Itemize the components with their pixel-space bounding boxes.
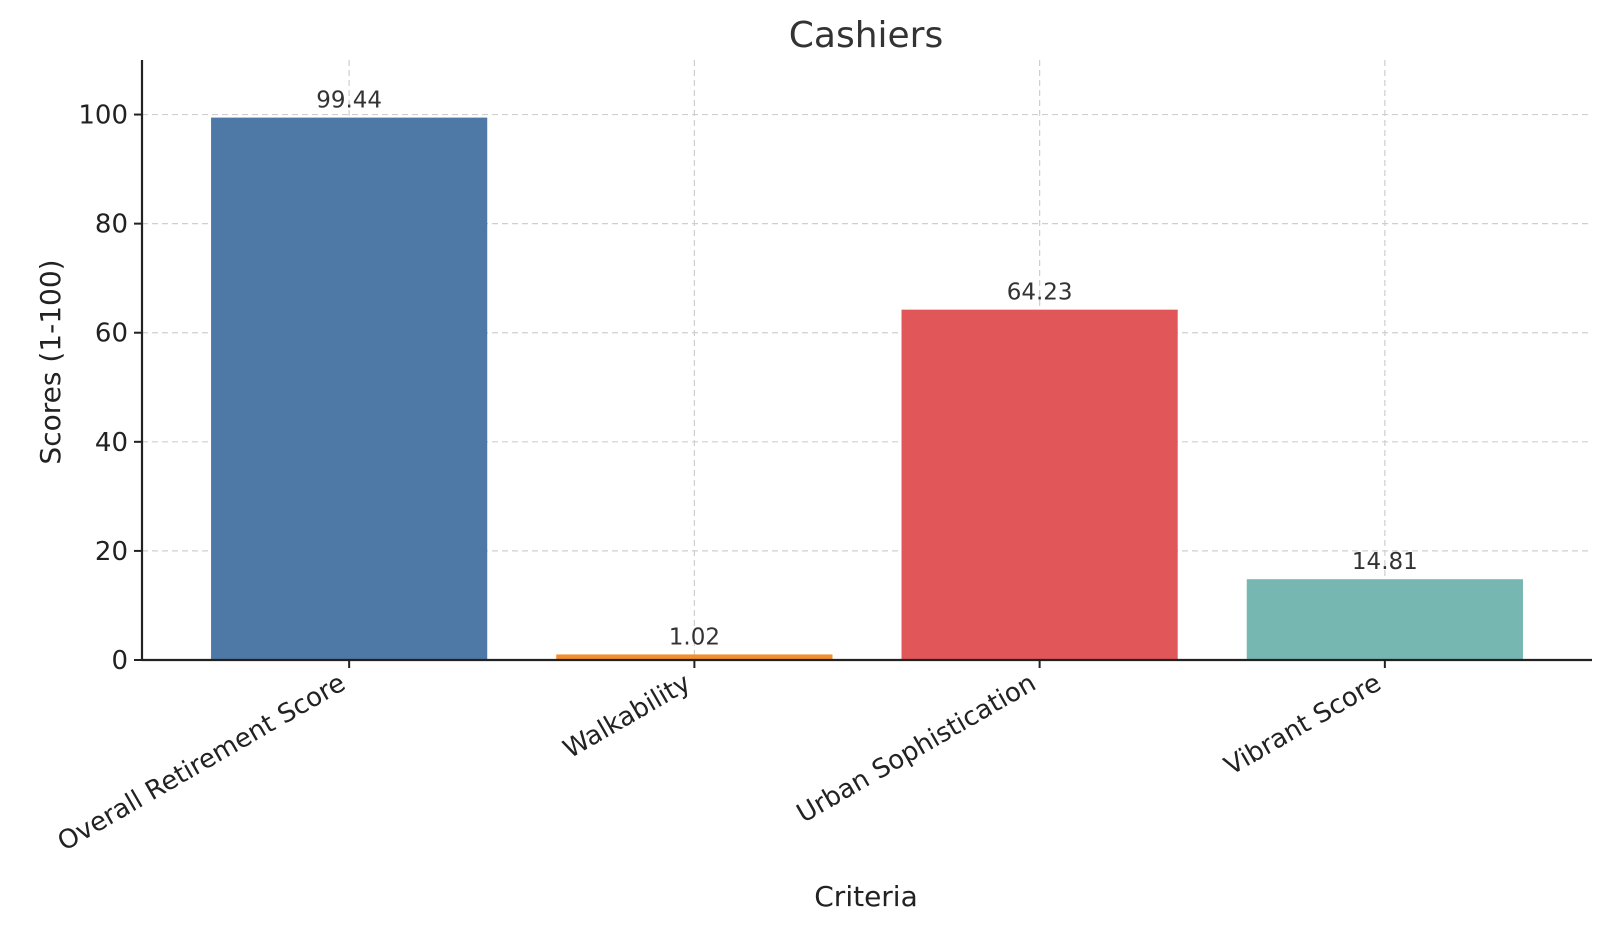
- y-tick-label: 60: [95, 319, 128, 349]
- y-tick-label: 80: [95, 210, 128, 240]
- data-label-2: 1.02: [669, 624, 720, 650]
- bar-2: [556, 654, 833, 660]
- y-tick-label: 100: [78, 101, 128, 131]
- chart-title: Cashiers: [789, 15, 943, 56]
- data-label-3: 64.23: [1007, 280, 1073, 306]
- data-label-1: 99.44: [316, 88, 382, 114]
- bar-1: [211, 117, 488, 661]
- axes-layer: [134, 60, 1592, 668]
- bar-4: [1246, 579, 1523, 660]
- x-axis-title: Criteria: [814, 880, 918, 913]
- category-label-1: Overall Retirement Score: [53, 668, 351, 857]
- category-label-2: Walkability: [558, 668, 696, 765]
- bars-layer: [211, 117, 1523, 661]
- data-label-4: 14.81: [1352, 549, 1418, 575]
- y-axis-title: Scores (1-100): [34, 259, 67, 464]
- category-label-3: Urban Sophistication: [792, 668, 1041, 829]
- bar-3: [901, 309, 1178, 660]
- category-label-4: Vibrant Score: [1220, 668, 1387, 782]
- y-tick-label: 20: [95, 537, 128, 567]
- y-tick-label: 0: [111, 646, 128, 676]
- y-tick-label: 40: [95, 428, 128, 458]
